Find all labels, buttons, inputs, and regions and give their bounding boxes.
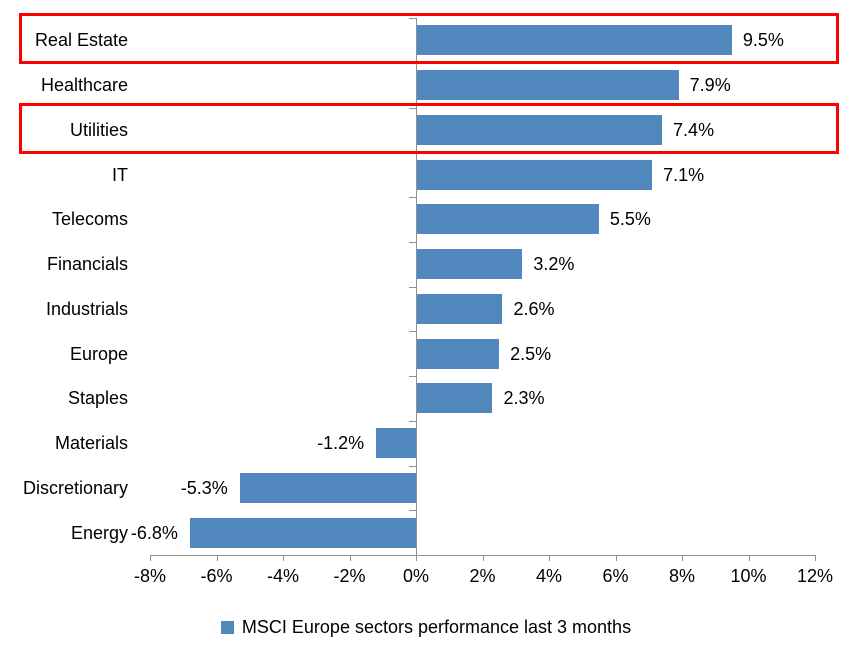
x-tick-label: 12%: [796, 566, 834, 586]
x-tick-label: 8%: [668, 566, 695, 586]
bar-discretionary: [239, 472, 416, 503]
y-axis-line: [416, 18, 417, 555]
x-tick-label: 2%: [469, 566, 496, 586]
y-axis-tick: [409, 197, 416, 198]
y-axis-tick: [409, 465, 416, 467]
category-label-industrials: Industrials: [45, 298, 128, 319]
x-tick-label: 0%: [402, 566, 429, 586]
category-label-healthcare: Healthcare: [40, 75, 128, 96]
category-label-discretionary: Discretionary: [22, 477, 128, 498]
value-label-industrials: 2.6%: [513, 298, 555, 319]
legend: MSCI Europe sectors performance last 3 m…: [0, 612, 852, 642]
x-axis-tick: [349, 555, 351, 561]
category-label-it: IT: [112, 164, 128, 185]
x-tick-label: -4%: [266, 566, 299, 586]
x-axis-tick: [615, 555, 617, 561]
category-label-staples: Staples: [67, 388, 128, 409]
highlight-box-real-estate: [19, 13, 839, 65]
value-label-energy: -6.8%: [130, 522, 178, 543]
y-axis-tick: [409, 376, 416, 377]
value-label-staples: 2.3%: [503, 388, 545, 409]
category-label-utilities: Utilities: [69, 119, 128, 140]
bar-financials: [416, 249, 523, 280]
category-label-financials: Financials: [46, 254, 128, 275]
value-label-europe: 2.5%: [510, 343, 552, 364]
x-tick-label: 10%: [730, 566, 767, 586]
y-axis-tick: [409, 286, 416, 288]
value-label-real-estate: 9.5%: [742, 30, 784, 51]
x-axis-tick: [150, 555, 151, 561]
x-axis-tick: [682, 555, 683, 561]
legend-label: MSCI Europe sectors performance last 3 m…: [241, 617, 632, 637]
x-axis-tick: [549, 555, 550, 561]
x-axis-tick: [216, 555, 218, 561]
bar-real-estate: [416, 25, 732, 56]
bar-materials: [376, 428, 416, 459]
y-axis-tick: [409, 331, 416, 333]
value-label-healthcare: 7.9%: [689, 75, 731, 96]
x-tick-label: 4%: [535, 566, 562, 586]
x-axis-tick: [482, 555, 484, 561]
category-label-energy: Energy: [70, 522, 128, 543]
x-tick-label: -8%: [133, 566, 166, 586]
category-label-telecoms: Telecoms: [51, 209, 128, 230]
x-tick-label: 6%: [602, 566, 629, 586]
x-axis-tick: [815, 555, 816, 561]
bar-telecoms: [416, 204, 599, 235]
bar-staples: [416, 383, 493, 414]
bar-industrials: [416, 293, 503, 324]
bar-energy: [189, 517, 416, 548]
value-label-discretionary: -5.3%: [180, 477, 228, 498]
value-label-materials: -1.2%: [317, 433, 365, 454]
bar-healthcare: [416, 70, 679, 101]
category-label-europe: Europe: [69, 343, 128, 364]
x-tick-label: -2%: [333, 566, 366, 586]
x-axis-tick: [748, 555, 750, 561]
value-label-telecoms: 5.5%: [609, 209, 651, 230]
bar-europe: [416, 338, 500, 369]
y-axis-tick: [409, 18, 416, 19]
category-label-materials: Materials: [54, 433, 128, 454]
category-label-real-estate: Real Estate: [34, 30, 128, 51]
highlight-box-utilities: [19, 102, 839, 154]
y-axis-tick: [409, 241, 416, 243]
value-label-financials: 3.2%: [533, 254, 575, 275]
value-label-utilities: 7.4%: [673, 119, 715, 140]
bar-utilities: [416, 114, 663, 145]
y-axis-tick: [409, 420, 416, 422]
x-tick-label: -6%: [200, 566, 233, 586]
x-axis-tick: [283, 555, 284, 561]
x-axis-tick: [416, 555, 417, 561]
y-axis-tick: [409, 107, 416, 109]
y-axis-tick: [409, 510, 416, 512]
bar-it: [416, 159, 653, 190]
value-label-it: 7.1%: [663, 164, 705, 185]
legend-swatch-icon: [220, 620, 234, 634]
